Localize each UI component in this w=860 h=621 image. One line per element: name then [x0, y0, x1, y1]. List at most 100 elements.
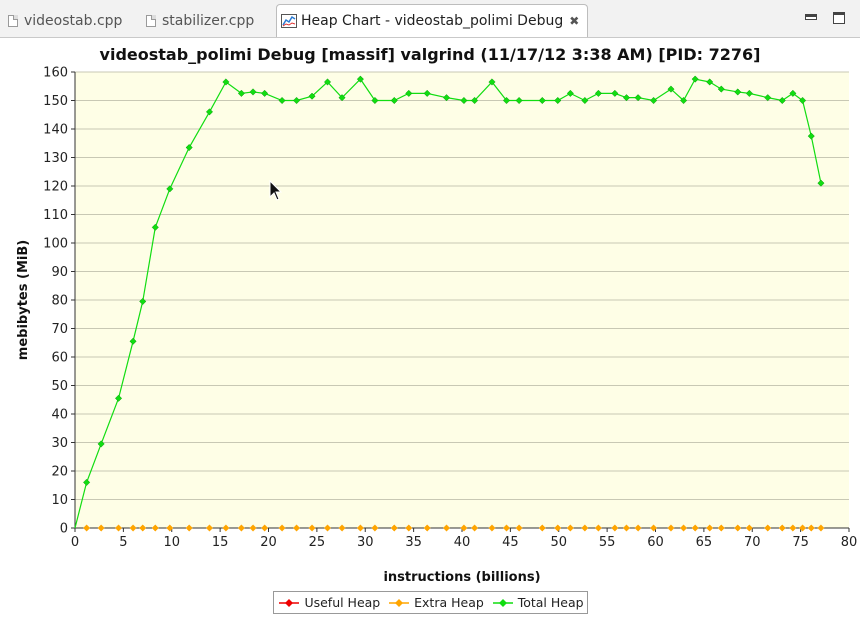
data-point-extra-heap [249, 524, 257, 532]
data-point-total-heap [356, 75, 364, 83]
data-point-extra-heap [667, 524, 675, 532]
data-point-total-heap [789, 89, 797, 97]
data-point-extra-heap [764, 524, 772, 532]
data-point-extra-heap [594, 524, 602, 532]
data-point-total-heap [460, 96, 468, 105]
data-point-total-heap [515, 96, 523, 105]
data-point-extra-heap [538, 524, 546, 532]
close-icon[interactable]: ✖ [569, 14, 580, 28]
data-point-total-heap [799, 96, 807, 105]
legend-swatch-useful-heap [279, 598, 300, 607]
data-point-total-heap [691, 75, 699, 83]
data-point-extra-heap [205, 524, 214, 532]
data-point-total-heap [566, 89, 574, 97]
tab-heap-chart[interactable]: Heap Chart - videostab_polimi Debug ✖ [276, 4, 589, 37]
tab-videostab-cpp[interactable]: videostab.cpp [8, 6, 122, 35]
legend-item-extra-heap[interactable]: Extra Heap [387, 595, 484, 610]
legend-item-useful-heap[interactable]: Useful Heap [277, 595, 380, 610]
tab-label: Heap Chart - videostab_polimi Debug [301, 13, 564, 29]
cpp-file-icon [146, 14, 156, 27]
data-point-total-heap [338, 94, 346, 102]
tab-stabilizer-cpp[interactable]: stabilizer.cpp [146, 6, 254, 35]
data-point-total-heap [151, 223, 159, 231]
data-point-total-heap [293, 96, 301, 105]
data-point-extra-heap [405, 524, 413, 532]
x-tick-label: 35 [405, 535, 422, 550]
y-tick-label: 110 [43, 208, 68, 223]
data-point-total-heap [594, 89, 602, 97]
data-point-extra-heap [581, 524, 589, 532]
data-point-extra-heap [278, 524, 286, 532]
data-point-total-heap [581, 96, 589, 105]
data-point-total-heap [390, 96, 398, 105]
data-point-extra-heap [634, 524, 642, 532]
data-point-total-heap [554, 96, 562, 105]
y-tick-label: 30 [51, 436, 68, 451]
y-axis-label: mebibytes (MiB) [16, 240, 31, 360]
data-point-extra-heap [151, 524, 159, 532]
data-point-total-heap [249, 88, 257, 96]
data-point-extra-heap [166, 524, 174, 532]
data-point-extra-heap [222, 524, 230, 532]
data-point-total-heap [706, 78, 714, 86]
data-point-total-heap [114, 394, 123, 402]
maximize-view-button[interactable] [833, 12, 845, 24]
tab-label: stabilizer.cpp [162, 12, 255, 29]
data-point-extra-heap [129, 524, 137, 532]
data-point-total-heap [667, 85, 675, 93]
y-tick-label: 40 [51, 408, 68, 423]
heap-chart-icon [281, 14, 297, 28]
data-point-total-heap [611, 89, 619, 97]
minimize-view-button[interactable] [805, 14, 817, 20]
x-tick-label: 50 [550, 535, 567, 550]
mouse-pointer-icon [269, 180, 283, 201]
data-point-extra-heap [789, 524, 797, 532]
data-point-total-heap [185, 143, 193, 152]
data-point-extra-heap [817, 524, 825, 532]
data-point-extra-heap [706, 524, 714, 532]
data-point-total-heap [237, 89, 245, 97]
data-point-extra-heap [423, 524, 431, 532]
data-point-extra-heap [356, 524, 364, 532]
legend-item-total-heap[interactable]: Total Heap [491, 595, 584, 610]
data-point-total-heap [717, 85, 725, 93]
x-tick-label: 80 [841, 535, 858, 550]
data-point-extra-heap [650, 524, 658, 532]
x-tick-label: 65 [696, 535, 713, 550]
data-point-total-heap [745, 89, 753, 97]
data-point-extra-heap [83, 524, 91, 532]
data-point-extra-heap [778, 524, 786, 532]
data-point-extra-heap [611, 524, 619, 532]
data-point-extra-heap [323, 524, 332, 532]
data-point-extra-heap [680, 524, 688, 532]
x-tick-label: 0 [71, 535, 79, 550]
data-point-total-heap [371, 96, 379, 105]
data-point-extra-heap [799, 524, 807, 532]
data-point-extra-heap [139, 524, 147, 532]
chart-title: videostab_polimi Debug [massif] valgrind… [99, 45, 761, 64]
data-point-total-heap [308, 92, 316, 100]
data-point-total-heap [323, 78, 332, 86]
data-point-total-heap [488, 78, 496, 86]
x-tick-label: 75 [792, 535, 809, 550]
data-point-total-heap [538, 96, 546, 105]
data-point-total-heap [680, 96, 688, 105]
data-point-total-heap [734, 88, 742, 96]
data-point-extra-heap [745, 524, 753, 532]
data-point-extra-heap [114, 524, 123, 532]
editor-tab-bar: videostab.cpp stabilizer.cpp Heap Chart … [0, 0, 860, 38]
data-point-extra-heap [734, 524, 742, 532]
chart-legend: Useful Heap Extra Heap Total Heap [273, 591, 588, 614]
data-point-total-heap [423, 89, 431, 97]
y-tick-label: 70 [51, 322, 68, 337]
data-point-extra-heap [308, 524, 316, 532]
data-point-extra-heap [261, 524, 269, 532]
x-tick-label: 45 [502, 535, 519, 550]
data-point-total-heap [222, 78, 230, 86]
x-axis-label: instructions (billions) [383, 570, 540, 585]
data-point-total-heap [205, 108, 214, 116]
y-tick-label: 150 [43, 94, 68, 109]
x-tick-label: 20 [260, 535, 277, 550]
data-point-extra-heap [390, 524, 398, 532]
data-point-total-heap [129, 337, 137, 345]
